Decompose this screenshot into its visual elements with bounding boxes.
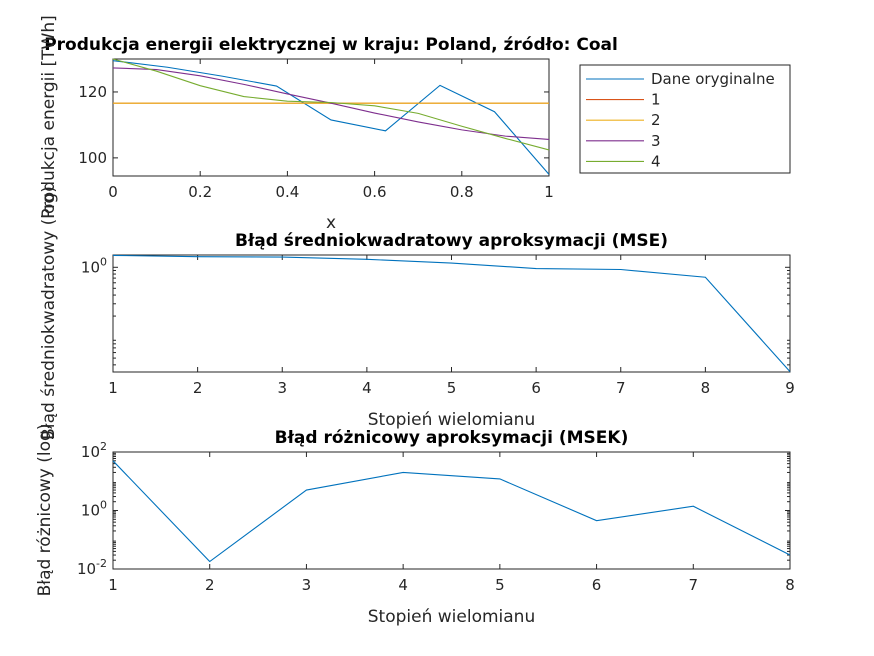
chart-title: Produkcja energii elektrycznej w kraju: … <box>44 35 618 55</box>
x-tick-label: 4 <box>362 379 372 397</box>
y-axis-label: Produkcja energii [TWh] <box>39 15 59 219</box>
y-tick-label: 100 <box>78 149 107 167</box>
series-line-plot1-0 <box>112 60 550 175</box>
x-tick-label: 7 <box>616 379 626 397</box>
y-axis-label: Błąd średniokwadratowy (log) <box>39 186 59 440</box>
x-tick-label: 8 <box>701 379 711 397</box>
chart-plot3: 1 2 3 4 5 6 7 8 10-2 100 102 Błąd różnicowy aproksy… <box>35 424 795 627</box>
x-tick-label: 0.2 <box>188 183 212 201</box>
x-tick-label: 6 <box>592 576 602 594</box>
x-tick-label: 0 <box>108 183 118 201</box>
x-tick-label: 0.6 <box>363 183 387 201</box>
y-tick-label: 100 <box>81 255 107 276</box>
x-axis-label: Stopień wielomianu <box>368 410 535 430</box>
x-tick-label: 7 <box>689 576 699 594</box>
legend-entry: 1 <box>651 91 661 109</box>
series-line-plot1-4 <box>112 58 550 151</box>
x-axis-label: x <box>326 213 336 233</box>
x-tick-label: 1 <box>544 183 554 201</box>
plot-area-plot1 <box>112 58 550 177</box>
x-tick-label: 5 <box>447 379 457 397</box>
x-tick-label: 1 <box>108 379 118 397</box>
x-tick-label: 9 <box>785 379 795 397</box>
legend-entry: Dane oryginalne <box>651 70 775 88</box>
plot-area-plot2 <box>112 254 791 373</box>
x-tick-label: 8 <box>785 576 795 594</box>
x-tick-label: 0.4 <box>275 183 299 201</box>
y-axis-label: Błąd różnicowy (log) <box>35 424 55 597</box>
chart-plot1: 0 0.2 0.4 0.6 0.8 1 100 120 Produkcja energii el… <box>39 15 791 233</box>
x-tick-label: 2 <box>193 379 203 397</box>
x-axis-label: Stopień wielomianu <box>368 607 535 627</box>
legend-entry: 2 <box>651 111 661 129</box>
series-line-plot3-0 <box>112 460 791 563</box>
x-tick-label: 3 <box>302 576 312 594</box>
legend-box <box>579 64 791 174</box>
y-tick-label: 10-2 <box>77 557 107 578</box>
x-tick-label: 4 <box>398 576 408 594</box>
chart-title: Błąd średniokwadratowy aproksymacji (MSE… <box>235 231 668 251</box>
y-tick-label: 102 <box>81 440 107 461</box>
series-line-plot2-0 <box>112 254 791 372</box>
x-tick-label: 5 <box>495 576 505 594</box>
y-tick-label: 100 <box>81 499 107 520</box>
chart-plot2: 1 2 3 4 5 6 7 8 9 100 Błąd średniokwadratowy aprok… <box>39 186 795 440</box>
y-tick-label: 120 <box>78 83 107 101</box>
x-tick-label: 3 <box>277 379 287 397</box>
legend-entry: 3 <box>651 132 661 150</box>
x-tick-label: 0.8 <box>450 183 474 201</box>
chart-title: Błąd różnicowy aproksymacji (MSEK) <box>275 428 629 448</box>
legend-entry: 4 <box>651 152 661 170</box>
series-line-plot1-3 <box>112 67 550 140</box>
x-tick-label: 2 <box>205 576 215 594</box>
plot-area-plot3 <box>112 451 791 570</box>
x-tick-label: 1 <box>108 576 118 594</box>
x-tick-label: 6 <box>531 379 541 397</box>
legend: Dane oryginalne 1 2 3 4 <box>579 64 791 174</box>
